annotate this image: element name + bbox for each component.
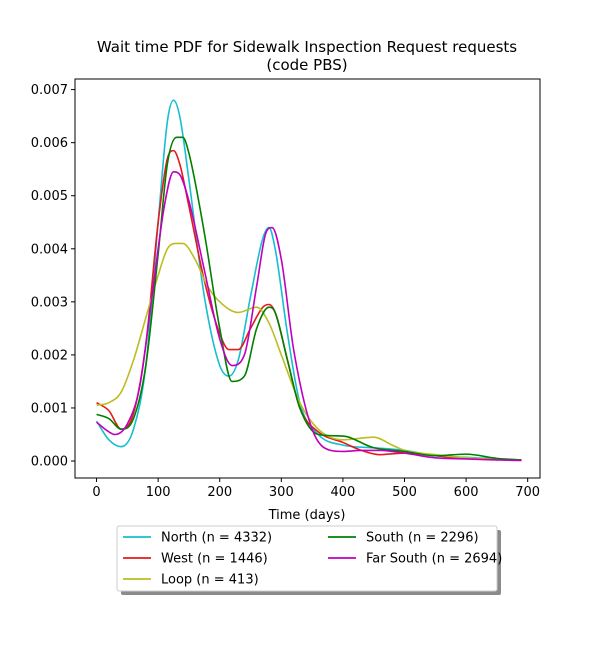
x-tick-label: 700 <box>515 485 540 500</box>
series-layer <box>95 99 522 462</box>
x-tick-label: 100 <box>146 485 171 500</box>
y-axis: 0.000 0.001 0.002 0.003 0.004 0.005 0.006 0.007 <box>31 83 75 470</box>
legend-box <box>116 525 498 592</box>
chart-subtitle: (code PBS) <box>266 56 347 74</box>
y-tick-label: 0.006 <box>31 136 68 151</box>
series-line-0 <box>95 99 522 461</box>
series-line-1 <box>96 149 522 461</box>
legend-label-3: South (n = 2296) <box>366 531 479 546</box>
x-axis-label: Time (days) <box>268 508 346 523</box>
y-tick-label: 0.000 <box>31 455 68 470</box>
plot-frame <box>74 78 541 479</box>
x-axis: 0 100 200 300 400 500 600 700 <box>92 478 540 500</box>
series-line-3 <box>96 136 522 461</box>
y-tick-label: 0.001 <box>31 401 68 416</box>
x-tick-label: 0 <box>92 485 100 500</box>
y-tick-label: 0.004 <box>31 242 68 257</box>
chart-title: Wait time PDF for Sidewalk Inspection Re… <box>97 38 517 56</box>
legend-label-0: North (n = 4332) <box>161 531 272 546</box>
legend: North (n = 4332) West (n = 1446) Loop (n =… <box>116 525 502 595</box>
series-line-2 <box>96 242 522 462</box>
legend-label-1: West (n = 1446) <box>161 552 268 567</box>
legend-label-4: Far South (n = 2694) <box>366 552 502 567</box>
y-tick-label: 0.005 <box>31 189 68 204</box>
legend-label-2: Loop (n = 413) <box>161 573 259 588</box>
y-tick-label: 0.003 <box>31 295 68 310</box>
x-tick-label: 600 <box>454 485 479 500</box>
series-line-4 <box>96 171 522 462</box>
x-tick-label: 400 <box>330 485 355 500</box>
x-tick-label: 200 <box>207 485 232 500</box>
y-tick-label: 0.002 <box>31 348 68 363</box>
x-tick-label: 300 <box>269 485 294 500</box>
x-tick-label: 500 <box>392 485 417 500</box>
y-tick-label: 0.007 <box>31 83 68 98</box>
